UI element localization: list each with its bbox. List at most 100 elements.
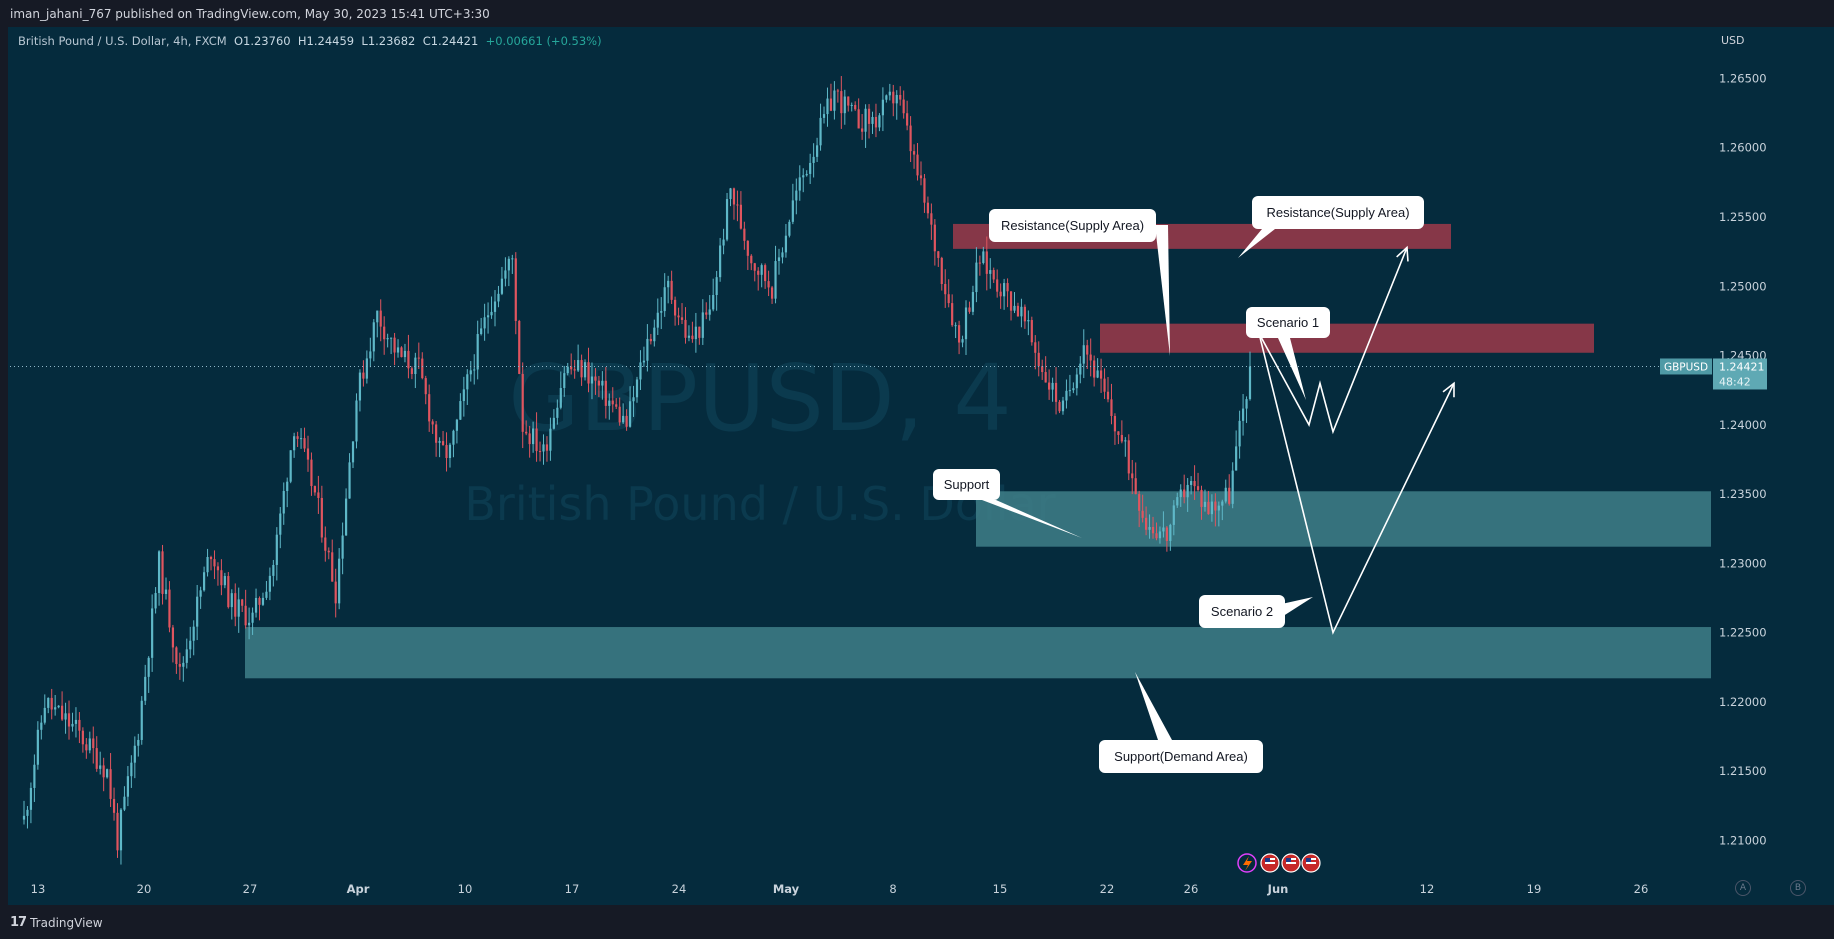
- time-tick-label: 8: [889, 882, 896, 896]
- candle-body: [223, 576, 226, 586]
- scenario-1-path: [1258, 247, 1408, 435]
- candle-body: [435, 424, 438, 443]
- candle-body: [310, 459, 313, 487]
- candle-body: [532, 428, 535, 445]
- candle-body: [1030, 320, 1033, 343]
- candle-body: [109, 769, 112, 799]
- candle-body: [601, 380, 604, 386]
- candle-body: [1013, 305, 1016, 311]
- candle-body: [254, 597, 258, 613]
- candle-body: [521, 373, 524, 432]
- candle-body: [528, 433, 531, 445]
- candle-body: [746, 240, 749, 256]
- candle-body: [549, 428, 552, 451]
- candle-body: [992, 270, 995, 280]
- candle-body: [1158, 531, 1162, 539]
- candle-body: [632, 397, 635, 402]
- candle-body: [795, 190, 798, 201]
- candle-body: [705, 312, 708, 315]
- callout-pointer: [1278, 338, 1306, 400]
- candle-body: [178, 663, 181, 667]
- candle-body: [1051, 382, 1054, 390]
- candle-body: [369, 351, 372, 359]
- candle-body: [303, 438, 306, 449]
- support-zone-3: [245, 627, 1711, 679]
- candle-body: [154, 593, 157, 609]
- candle-body: [996, 279, 999, 292]
- candle-body: [1176, 497, 1179, 506]
- candle-body: [119, 809, 123, 851]
- candle-body: [1027, 320, 1030, 322]
- compare-b-button[interactable]: B: [1790, 880, 1806, 896]
- candle-body: [296, 436, 299, 439]
- candle-body: [171, 627, 175, 648]
- candle-body: [441, 441, 445, 446]
- candle-body: [116, 812, 119, 851]
- candle-body: [594, 376, 597, 381]
- candle-body: [912, 151, 916, 155]
- price-tick-label: 1.22000: [1719, 695, 1767, 709]
- callout-box: [1246, 307, 1330, 338]
- candle-body: [279, 513, 282, 535]
- scenario-2-path: [1258, 333, 1455, 635]
- candle-body: [556, 407, 559, 418]
- candle-body: [653, 327, 656, 342]
- time-tick-label: May: [773, 882, 800, 896]
- candle-body: [168, 589, 171, 628]
- candle-body: [1113, 416, 1117, 432]
- candle-body: [978, 262, 981, 264]
- candle-body: [327, 550, 330, 553]
- candle-body: [850, 104, 853, 106]
- candle-body: [805, 173, 808, 176]
- candle-body: [587, 362, 590, 384]
- candle-body: [216, 566, 220, 571]
- candle-body: [673, 299, 677, 316]
- candle-body: [151, 608, 154, 658]
- candle-body: [81, 730, 84, 745]
- candle-body: [445, 445, 448, 458]
- candle-body: [611, 400, 614, 405]
- candle-body: [320, 497, 323, 538]
- candle-body: [836, 90, 839, 92]
- candle-body: [902, 99, 905, 114]
- compare-a-button[interactable]: A: [1735, 880, 1751, 896]
- candle-body: [1093, 360, 1096, 378]
- economic-events: [1237, 853, 1321, 873]
- candle-body: [1037, 352, 1040, 367]
- candle-body: [1162, 527, 1165, 532]
- candle-body: [518, 320, 521, 374]
- candle-body: [899, 94, 902, 100]
- time-tick-label: 20: [137, 882, 152, 896]
- candle-body: [940, 257, 943, 285]
- candle-body: [36, 729, 39, 765]
- symbol-legend: British Pound / U.S. Dollar, 4h, FXCM O1…: [18, 34, 602, 48]
- candle-body: [1141, 510, 1144, 518]
- candle-body: [473, 369, 476, 371]
- candle-body: [64, 713, 67, 720]
- candle-body: [798, 177, 801, 191]
- candle-body: [268, 575, 271, 592]
- candle-body: [29, 787, 33, 810]
- candle-body: [455, 419, 459, 431]
- candle-body: [750, 255, 753, 264]
- candle-body: [1196, 486, 1200, 490]
- candle-body: [331, 552, 334, 582]
- candle-body: [192, 626, 195, 641]
- candle-body: [348, 462, 351, 499]
- candle-body: [275, 534, 278, 565]
- candle-body: [857, 109, 860, 129]
- price-tag-bg: [1713, 358, 1767, 390]
- candle-body: [511, 258, 514, 260]
- candle-body: [299, 438, 303, 440]
- candle-body: [583, 362, 587, 378]
- tradingview-logo[interactable]: 17 TradingView: [10, 915, 103, 930]
- candle-body: [736, 204, 739, 206]
- candle-body: [604, 380, 607, 406]
- candle-body: [313, 486, 317, 493]
- callout-pointer: [1135, 672, 1172, 740]
- time-tick-label: 13: [31, 882, 46, 896]
- time-tick-label: 12: [1420, 882, 1435, 896]
- publish-info: iman_jahani_767 published on TradingView…: [10, 7, 490, 21]
- candle-body: [438, 441, 441, 443]
